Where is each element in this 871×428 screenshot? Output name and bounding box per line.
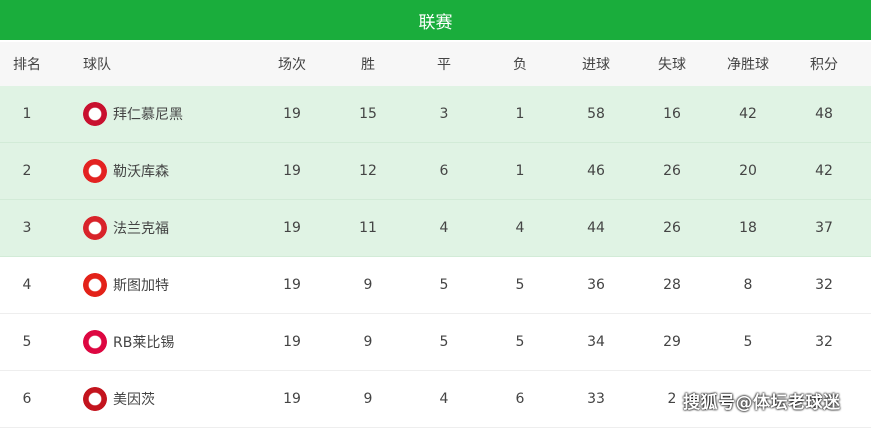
col-drawn: 平 bbox=[437, 57, 451, 73]
league-title: 联赛 bbox=[0, 0, 871, 42]
team-name: RB莱比锡 bbox=[113, 335, 175, 351]
drawn: 4 bbox=[439, 391, 449, 407]
rank: 6 bbox=[22, 391, 32, 407]
played: 19 bbox=[283, 106, 301, 122]
bayern-logo-icon bbox=[83, 102, 107, 126]
lost: 4 bbox=[515, 220, 525, 236]
drawn: 3 bbox=[439, 106, 449, 122]
ga: 26 bbox=[663, 163, 681, 179]
drawn: 5 bbox=[439, 334, 449, 350]
col-lost: 负 bbox=[513, 57, 527, 73]
drawn: 4 bbox=[439, 220, 449, 236]
leipzig-logo-icon bbox=[83, 330, 107, 354]
pts: 37 bbox=[815, 220, 833, 236]
col-played: 场次 bbox=[278, 57, 306, 73]
gf: 36 bbox=[587, 277, 605, 293]
ga: 2 bbox=[667, 391, 677, 407]
ga: 26 bbox=[663, 220, 681, 236]
table-row[interactable]: 4 斯图加特 19 9 5 5 36 28 8 32 bbox=[0, 257, 871, 314]
team-cell[interactable]: 法兰克福 bbox=[54, 200, 254, 256]
pts: 48 bbox=[815, 106, 833, 122]
won: 9 bbox=[363, 334, 373, 350]
won: 11 bbox=[359, 220, 377, 236]
pts: 42 bbox=[815, 163, 833, 179]
lost: 1 bbox=[515, 163, 525, 179]
team-name: 斯图加特 bbox=[113, 278, 169, 294]
team-name: 美因茨 bbox=[113, 392, 155, 408]
table-row[interactable]: 1 拜仁慕尼黑 19 15 3 1 58 16 42 48 bbox=[0, 86, 871, 143]
lost: 6 bbox=[515, 391, 525, 407]
stuttgart-logo-icon bbox=[83, 273, 107, 297]
col-team: 球队 bbox=[83, 57, 111, 73]
rank: 2 bbox=[22, 163, 32, 179]
won: 9 bbox=[363, 277, 373, 293]
ga: 29 bbox=[663, 334, 681, 350]
played: 19 bbox=[283, 277, 301, 293]
won: 9 bbox=[363, 391, 373, 407]
col-won: 胜 bbox=[361, 57, 375, 73]
played: 19 bbox=[283, 391, 301, 407]
lost: 5 bbox=[515, 334, 525, 350]
won: 12 bbox=[359, 163, 377, 179]
lost: 5 bbox=[515, 277, 525, 293]
played: 19 bbox=[283, 334, 301, 350]
col-ga: 失球 bbox=[658, 57, 686, 73]
team-cell[interactable]: RB莱比锡 bbox=[54, 314, 254, 370]
table-header: 排名 球队 场次 胜 平 负 进球 失球 净胜球 积分 bbox=[0, 42, 871, 86]
drawn: 5 bbox=[439, 277, 449, 293]
pts: 32 bbox=[815, 277, 833, 293]
mainz-logo-icon bbox=[83, 387, 107, 411]
team-name: 法兰克福 bbox=[113, 221, 169, 237]
gf: 34 bbox=[587, 334, 605, 350]
col-gd: 净胜球 bbox=[727, 57, 769, 73]
won: 15 bbox=[359, 106, 377, 122]
ga: 28 bbox=[663, 277, 681, 293]
col-rank: 排名 bbox=[13, 57, 41, 73]
team-cell[interactable]: 拜仁慕尼黑 bbox=[54, 86, 254, 142]
team-name: 拜仁慕尼黑 bbox=[113, 107, 183, 123]
rank: 3 bbox=[22, 220, 32, 236]
col-pts: 积分 bbox=[810, 57, 838, 73]
gd: 18 bbox=[739, 220, 757, 236]
gf: 33 bbox=[587, 391, 605, 407]
team-name: 勒沃库森 bbox=[113, 164, 169, 180]
drawn: 6 bbox=[439, 163, 449, 179]
team-cell[interactable]: 斯图加特 bbox=[54, 257, 254, 313]
col-gf: 进球 bbox=[582, 57, 610, 73]
rank: 1 bbox=[22, 106, 32, 122]
rank: 5 bbox=[22, 334, 32, 350]
watermark: 搜狐号@体坛老球迷 bbox=[683, 393, 841, 413]
leverkusen-logo-icon bbox=[83, 159, 107, 183]
lost: 1 bbox=[515, 106, 525, 122]
rank: 4 bbox=[22, 277, 32, 293]
team-cell[interactable]: 美因茨 bbox=[54, 371, 254, 427]
table-row[interactable]: 3 法兰克福 19 11 4 4 44 26 18 37 bbox=[0, 200, 871, 257]
table-row[interactable]: 5 RB莱比锡 19 9 5 5 34 29 5 32 bbox=[0, 314, 871, 371]
played: 19 bbox=[283, 220, 301, 236]
gf: 58 bbox=[587, 106, 605, 122]
ga: 16 bbox=[663, 106, 681, 122]
gd: 8 bbox=[743, 277, 753, 293]
played: 19 bbox=[283, 163, 301, 179]
gf: 44 bbox=[587, 220, 605, 236]
gd: 20 bbox=[739, 163, 757, 179]
gd: 5 bbox=[743, 334, 753, 350]
gf: 46 bbox=[587, 163, 605, 179]
gd: 42 bbox=[739, 106, 757, 122]
frankfurt-logo-icon bbox=[83, 216, 107, 240]
table-row[interactable]: 2 勒沃库森 19 12 6 1 46 26 20 42 bbox=[0, 143, 871, 200]
pts: 32 bbox=[815, 334, 833, 350]
team-cell[interactable]: 勒沃库森 bbox=[54, 143, 254, 199]
